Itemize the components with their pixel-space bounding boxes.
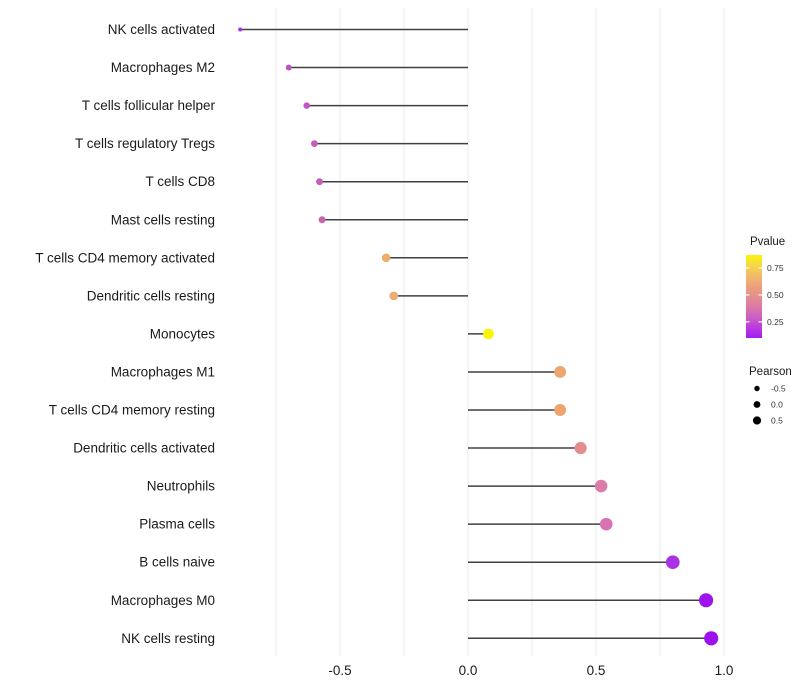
pearson-legend-label: 0.5	[771, 416, 783, 426]
lollipop-row: Dendritic cells activated	[73, 441, 587, 456]
y-axis-label: T cells follicular helper	[82, 98, 216, 113]
y-axis-label: NK cells resting	[121, 631, 215, 646]
x-axis-tick-label: 0.0	[459, 663, 478, 678]
lollipop-row: T cells follicular helper	[82, 98, 468, 113]
pvalue-legend: Pvalue 0.75 0.50 0.25	[746, 236, 785, 338]
lollipop-row: Macrophages M1	[111, 364, 567, 379]
x-axis-tick-label: -0.5	[328, 663, 351, 678]
x-axis: -0.5 0.0 0.5 1.0	[328, 663, 733, 678]
y-axis-label: Macrophages M1	[111, 364, 215, 379]
pearson-legend-dot	[753, 401, 761, 408]
lollipop-row: T cells CD4 memory activated	[35, 250, 468, 265]
y-axis-label: T cells CD4 memory resting	[49, 403, 215, 418]
lollipop-row: Mast cells resting	[111, 212, 468, 227]
pearson-legend-dot	[752, 416, 762, 425]
y-axis-label: Macrophages M2	[111, 60, 215, 75]
lollipop-row: T cells CD8	[145, 174, 468, 189]
y-axis-label: Dendritic cells resting	[87, 288, 215, 303]
y-axis-label: Macrophages M0	[111, 593, 215, 608]
pearson-legend-label: 0.0	[771, 400, 783, 410]
lollipop-row: Dendritic cells resting	[87, 288, 468, 303]
y-axis-label: Monocytes	[150, 326, 216, 341]
lollipop-dot	[389, 291, 399, 301]
lollipop-dot	[303, 102, 310, 109]
lollipop-row: T cells CD4 memory resting	[49, 403, 567, 418]
lollipop-dot	[665, 555, 680, 570]
lollipop-dot	[238, 27, 243, 32]
lollipop-row: NK cells activated	[108, 22, 468, 37]
lollipop-dot	[311, 140, 318, 148]
x-axis-tick-label: 1.0	[715, 663, 734, 678]
lollipop-dot	[285, 64, 292, 71]
pearson-legend-dot	[754, 385, 760, 392]
pearson-legend-title: Pearson	[749, 366, 792, 378]
lollipop-dot	[599, 517, 613, 531]
lollipop-row: Macrophages M2	[111, 60, 468, 75]
lollipop-dot	[483, 328, 494, 340]
lollipop-dot	[574, 441, 587, 455]
lollipop-dot	[699, 593, 714, 608]
y-axis-label: Mast cells resting	[111, 212, 215, 227]
lollipop-row: Monocytes	[150, 326, 494, 341]
lollipop-row: NK cells resting	[121, 631, 719, 646]
lollipop-row: Neutrophils	[147, 479, 608, 494]
pearson-legend: Pearson -0.5 0.0 0.5	[749, 366, 792, 426]
lollipop-dot	[554, 404, 567, 416]
lollipop-dot	[554, 365, 567, 378]
pvalue-colorbar-ticks: 0.75 0.50 0.25	[746, 263, 784, 327]
lollipop-row: Plasma cells	[139, 517, 613, 532]
y-axis-label: T cells CD8	[145, 174, 215, 189]
y-axis-label: Plasma cells	[139, 517, 215, 532]
lollipop-dot	[704, 631, 719, 646]
x-axis-tick-label: 0.5	[587, 663, 606, 678]
pvalue-tick-label: 0.25	[767, 317, 784, 327]
pvalue-legend-title: Pvalue	[750, 236, 785, 248]
y-axis-label: Dendritic cells activated	[73, 441, 215, 456]
pvalue-tick-label: 0.50	[767, 290, 784, 300]
y-axis-label: T cells regulatory Tregs	[75, 136, 215, 151]
lollipop-row: T cells regulatory Tregs	[75, 136, 468, 151]
y-axis-label: T cells CD4 memory activated	[35, 250, 215, 265]
pvalue-tick-label: 0.75	[767, 263, 784, 273]
y-axis-label: NK cells activated	[108, 22, 215, 37]
y-axis-label: B cells naive	[139, 555, 215, 570]
lollipop-dot	[381, 253, 391, 263]
lollipop-dot	[318, 216, 326, 224]
pvalue-colorbar	[746, 255, 762, 338]
pearson-legend-items: -0.5 0.0 0.5	[752, 384, 786, 426]
lollipop-dot	[594, 479, 608, 493]
panel-gridlines	[275, 8, 725, 656]
lollipop-rows: NK cells activated Macrophages M2 T cells …	[35, 22, 719, 646]
y-axis-label: Neutrophils	[147, 479, 216, 494]
pearson-legend-label: -0.5	[771, 384, 786, 394]
lollipop-row: B cells naive	[139, 555, 680, 570]
lollipop-row: Macrophages M0	[111, 593, 714, 608]
lollipop-dot	[316, 178, 323, 186]
